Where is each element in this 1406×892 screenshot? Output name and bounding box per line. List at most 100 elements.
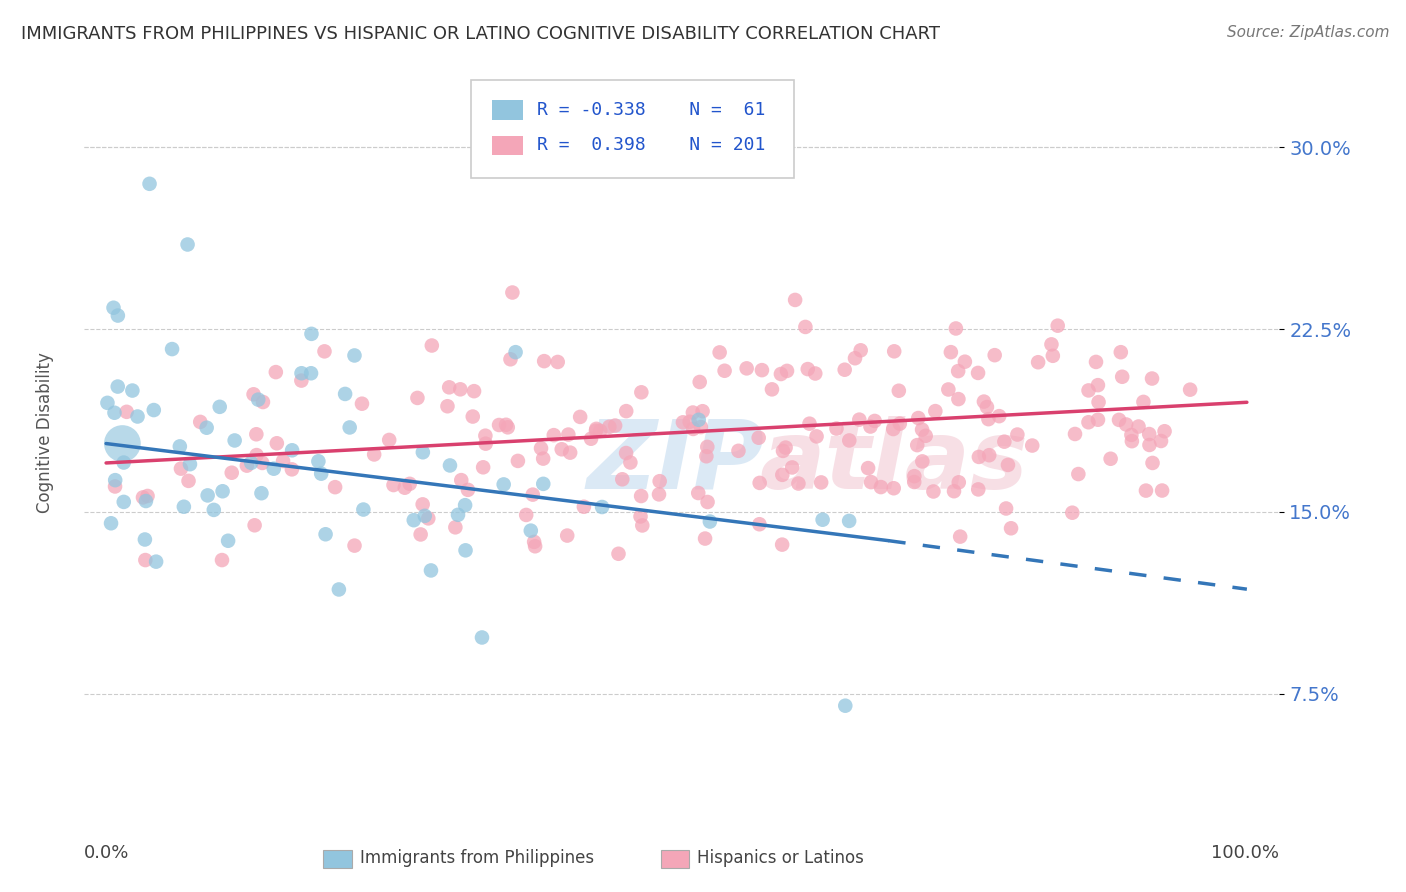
- Point: [806, 429, 828, 443]
- Point: [547, 355, 569, 369]
- Point: [543, 428, 565, 442]
- Point: [266, 436, 288, 450]
- Point: [887, 384, 910, 398]
- Point: [672, 415, 695, 429]
- Point: [533, 354, 555, 368]
- Point: [692, 404, 714, 418]
- Point: [520, 524, 543, 538]
- Point: [993, 434, 1015, 449]
- Point: [1021, 438, 1043, 452]
- Point: [924, 404, 946, 418]
- Point: [948, 475, 970, 490]
- Point: [412, 497, 434, 511]
- Point: [243, 518, 266, 533]
- Point: [309, 467, 332, 481]
- Point: [591, 500, 613, 514]
- Point: [780, 460, 803, 475]
- Point: [713, 364, 735, 378]
- Point: [530, 442, 553, 456]
- Point: [378, 433, 401, 447]
- Point: [444, 520, 467, 534]
- Point: [787, 476, 810, 491]
- Text: R =  0.398    N = 201: R = 0.398 N = 201: [537, 136, 765, 154]
- Point: [343, 348, 366, 362]
- Point: [420, 338, 443, 352]
- Point: [447, 508, 470, 522]
- Point: [688, 486, 710, 500]
- Point: [169, 439, 191, 453]
- Point: [614, 404, 637, 418]
- Point: [572, 500, 595, 514]
- Point: [247, 392, 270, 407]
- Point: [751, 363, 773, 377]
- Point: [211, 484, 233, 499]
- Point: [585, 422, 607, 436]
- Point: [860, 475, 883, 489]
- Point: [946, 364, 969, 378]
- Point: [870, 480, 893, 494]
- Point: [883, 344, 905, 359]
- Point: [107, 379, 129, 393]
- Point: [323, 480, 346, 494]
- Point: [988, 409, 1011, 424]
- Point: [382, 478, 405, 492]
- Point: [450, 473, 472, 487]
- Point: [474, 428, 496, 442]
- Point: [134, 533, 156, 547]
- Point: [693, 532, 716, 546]
- Point: [495, 417, 517, 432]
- Point: [506, 454, 529, 468]
- Point: [772, 444, 794, 458]
- Point: [967, 483, 990, 497]
- Point: [557, 427, 579, 442]
- Point: [454, 498, 477, 512]
- Point: [1132, 395, 1154, 409]
- Point: [630, 385, 652, 400]
- Point: [794, 320, 817, 334]
- Point: [775, 441, 797, 455]
- Point: [1099, 451, 1122, 466]
- Point: [614, 446, 637, 460]
- Point: [1007, 427, 1029, 442]
- Point: [555, 528, 578, 542]
- Point: [797, 362, 820, 376]
- Point: [328, 582, 350, 597]
- Point: [236, 458, 259, 473]
- Point: [804, 367, 827, 381]
- Text: Immigrants from Philippines: Immigrants from Philippines: [360, 849, 595, 867]
- Point: [352, 502, 374, 516]
- Point: [115, 405, 138, 419]
- Point: [263, 461, 285, 475]
- Point: [848, 412, 870, 426]
- Point: [363, 447, 385, 461]
- Point: [496, 420, 519, 434]
- Point: [461, 409, 484, 424]
- Point: [242, 387, 264, 401]
- Point: [690, 420, 713, 434]
- Point: [560, 445, 582, 459]
- Point: [1042, 349, 1064, 363]
- Point: [132, 491, 155, 505]
- Point: [977, 412, 1000, 426]
- Point: [903, 469, 925, 483]
- Point: [138, 177, 160, 191]
- Point: [398, 476, 420, 491]
- Point: [983, 348, 1005, 362]
- Point: [619, 455, 641, 469]
- Text: IMMIGRANTS FROM PHILIPPINES VS HISPANIC OR LATINO COGNITIVE DISABILITY CORRELATI: IMMIGRANTS FROM PHILIPPINES VS HISPANIC …: [21, 25, 941, 43]
- Point: [100, 516, 122, 531]
- Point: [967, 450, 990, 464]
- Point: [394, 481, 416, 495]
- Point: [208, 400, 231, 414]
- Point: [111, 436, 134, 450]
- Text: ZIP: ZIP: [586, 416, 765, 508]
- Point: [973, 394, 995, 409]
- Point: [648, 487, 671, 501]
- Point: [134, 553, 156, 567]
- Point: [948, 392, 970, 406]
- Point: [770, 467, 793, 482]
- Point: [761, 382, 783, 396]
- Point: [245, 448, 267, 462]
- Point: [953, 354, 976, 368]
- Point: [315, 527, 337, 541]
